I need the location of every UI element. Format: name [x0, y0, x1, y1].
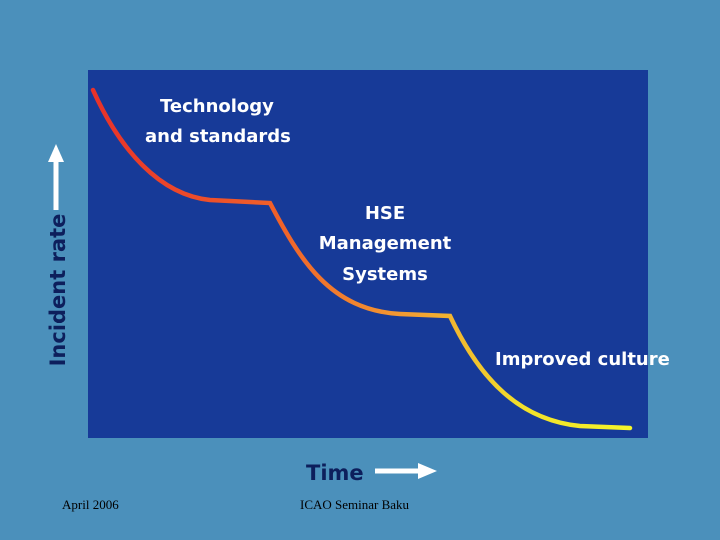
footer-date: April 2006 [62, 497, 119, 512]
stage-label: Management [319, 233, 452, 254]
stage-label: Improved culture [495, 349, 670, 370]
x-arrow-head [418, 463, 437, 479]
stage-label: HSE [365, 203, 405, 224]
stage-label: Systems [342, 264, 428, 285]
stage-label: and standards [145, 126, 291, 147]
y-arrow-head [48, 144, 64, 162]
stage-label: Technology [160, 96, 274, 117]
footer-event: ICAO Seminar Baku [300, 497, 410, 512]
incident-curve [90, 87, 633, 431]
chart-panel [88, 70, 648, 438]
y-axis-label: Incident rate [46, 214, 70, 367]
x-axis-label: Time [306, 461, 364, 485]
